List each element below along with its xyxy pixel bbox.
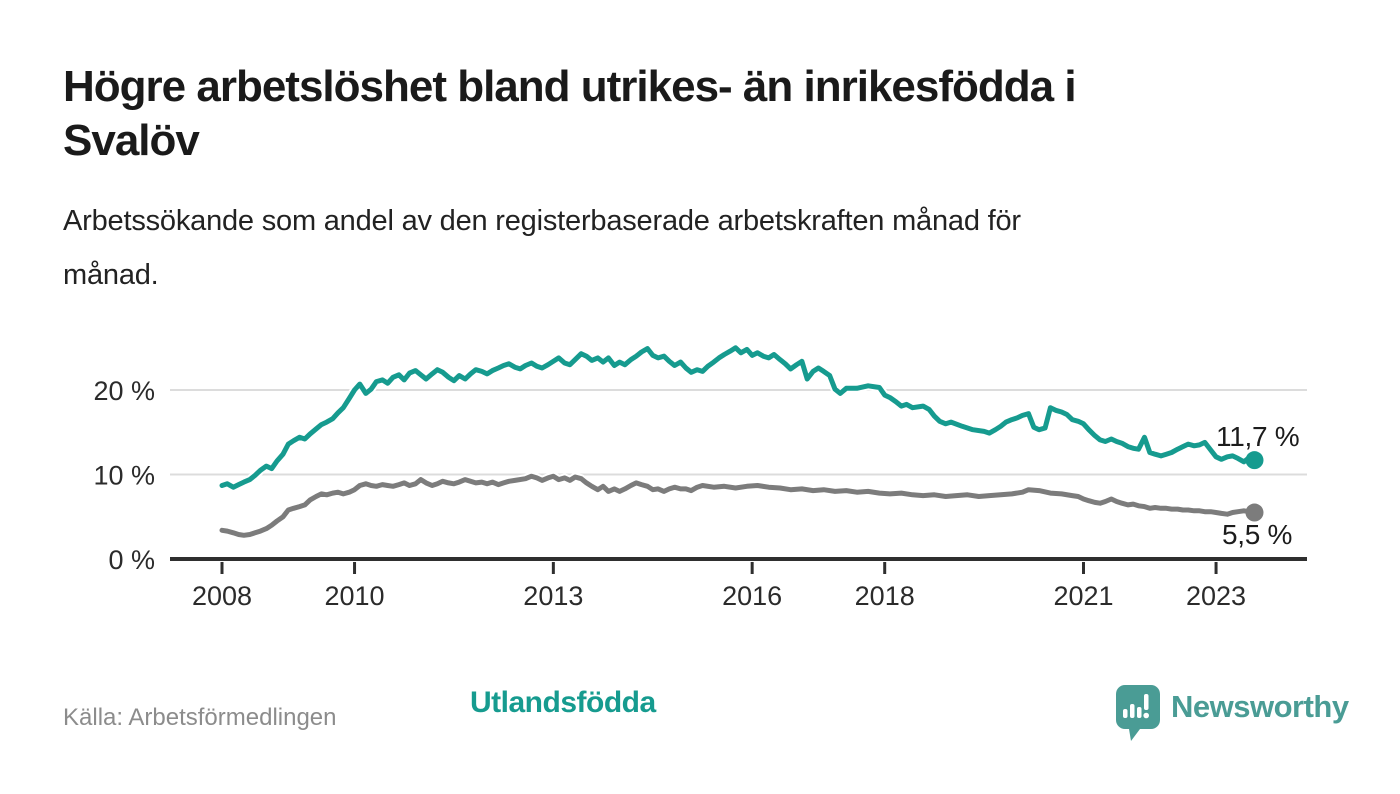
series-endpoint-utlandsf-dda bbox=[1245, 451, 1264, 470]
x-tick-label-2008: 2008 bbox=[192, 581, 252, 611]
y-tick-label-10: 10 % bbox=[93, 461, 155, 491]
source-note: Källa: Arbetsförmedlingen bbox=[63, 704, 337, 731]
x-tick-label-2013: 2013 bbox=[523, 581, 583, 611]
x-axis bbox=[170, 557, 1307, 574]
x-tick-label-2018: 2018 bbox=[855, 581, 915, 611]
series-lines bbox=[217, 343, 1264, 540]
page-subtitle: Arbetssökande som andel av den registerb… bbox=[63, 205, 1021, 291]
chart-canvas: 0 % 10 % 20 % 2008 2010 2013 2016 2018 2021 2023 bbox=[93, 343, 1307, 611]
series-endpoint-total-arbetsl-shet bbox=[1245, 503, 1264, 522]
logo-exclamation-dot bbox=[1143, 712, 1149, 719]
gridlines bbox=[170, 389, 1307, 476]
x-tick-label-2016: 2016 bbox=[722, 581, 782, 611]
series-line-total-arbetsl-shet bbox=[219, 473, 1257, 538]
page-title: Högre arbetslöshet bland utrikes- än inr… bbox=[63, 62, 1077, 165]
y-tick-label-20: 20 % bbox=[93, 376, 155, 406]
newsworthy-wordmark: Newsworthy bbox=[1171, 689, 1349, 724]
end-value-utlandsfodda: 11,7 % bbox=[1216, 421, 1300, 452]
end-value-total-arbetsloshet: 5,5 % bbox=[1222, 519, 1293, 550]
axis-labels: 0 % 10 % 20 % 2008 2010 2013 2016 2018 2021 2023 bbox=[93, 376, 1246, 611]
series-label-utlandsfodda: Utlandsfödda bbox=[470, 686, 656, 719]
unemployment-line-chart: 0 % 10 % 20 % 2008 2010 2013 2016 2018 2021 2023 … bbox=[0, 330, 1400, 719]
logo-bar-chart-glyph bbox=[1123, 694, 1149, 719]
y-tick-label-0: 0 % bbox=[108, 545, 155, 575]
series-casing-utlandsf-dda bbox=[217, 343, 1259, 492]
series-line-utlandsf-dda bbox=[219, 345, 1257, 490]
newsworthy-logo: Newsworthy bbox=[1113, 684, 1349, 742]
newsworthy-icon bbox=[1116, 685, 1160, 741]
x-tick-label-2023: 2023 bbox=[1186, 581, 1246, 611]
x-tick-label-2010: 2010 bbox=[325, 581, 385, 611]
logo-exclamation-bar bbox=[1144, 694, 1149, 710]
x-tick-label-2021: 2021 bbox=[1053, 581, 1113, 611]
